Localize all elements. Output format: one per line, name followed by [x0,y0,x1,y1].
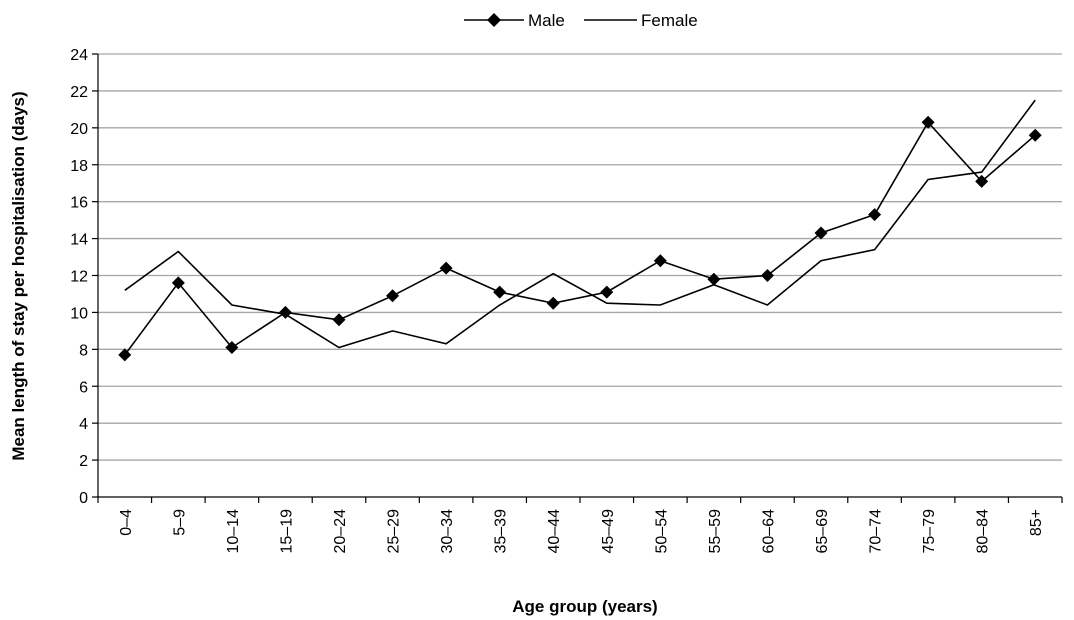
legend-male-label: Male [528,11,565,30]
y-tick-label: 10 [70,305,88,322]
y-tick-label: 2 [79,453,88,470]
x-tick-label: 40–44 [546,509,563,554]
data-point-male [868,208,882,222]
x-tick-label: 80–84 [975,509,992,554]
x-tick-label: 55–59 [707,509,724,554]
x-tick-label: 10–14 [225,509,242,554]
data-point-male [332,313,346,327]
x-tick-label: 45–49 [600,509,617,554]
x-tick-labels: 0–4 5–9 10–14 15–19 20–24 25–29 30–34 35–39 40–4… [97,497,1063,554]
legend: Male Female [464,11,698,30]
data-point-male [493,285,507,299]
y-tick-label: 24 [70,47,88,64]
x-tick-label: 20–24 [332,509,349,554]
x-tick-label: 5–9 [171,509,188,536]
x-tick-label: 85+ [1028,509,1045,536]
data-point-male [653,254,667,268]
y-tick-label: 16 [70,195,88,212]
y-tick-label: 6 [79,379,88,396]
x-tick-label: 75–79 [921,509,938,554]
y-tick-label: 22 [70,84,88,101]
data-point-male [439,261,453,275]
data-point-male [546,296,560,310]
x-tick-label: 70–74 [868,509,885,554]
data-point-male [1028,128,1042,142]
data-point-male [171,276,185,290]
x-tick-label: 0–4 [118,509,135,536]
y-tick-label: 20 [70,121,88,138]
legend-item-male: Male [464,11,565,30]
data-point-male [975,174,989,188]
series-line-male [124,120,1036,356]
y-tick-label: 4 [79,416,88,433]
x-tick-label: 25–29 [386,509,403,554]
data-point-male [814,226,828,240]
x-tick-label: 15–19 [278,509,295,554]
x-tick-label: 30–34 [439,509,456,554]
y-tick-label: 18 [70,158,88,175]
series-layer [118,99,1042,362]
y-tick-label: 12 [70,269,88,286]
data-point-male [600,285,614,299]
data-point-male [118,348,132,362]
data-point-male [386,289,400,303]
x-tick-label: 60–64 [760,509,777,554]
data-point-male [225,340,239,354]
y-axis-title: Mean length of stay per hospitalisation … [9,91,28,460]
series-line-female [124,99,1036,349]
x-tick-label: 65–69 [814,509,831,554]
legend-female-label: Female [641,11,698,30]
x-tick-label: 50–54 [653,509,670,554]
data-point-male [760,269,774,282]
x-tick-label: 35–39 [493,509,510,554]
data-point-male [707,272,721,286]
gridlines [98,53,1062,461]
y-tick-label: 14 [70,232,88,249]
legend-item-female: Female [584,11,698,30]
data-point-male [921,115,935,129]
legend-male-diamond-icon [487,13,501,27]
y-tick-label: 8 [79,342,88,359]
y-tick-label: 0 [79,490,88,507]
x-axis-title: Age group (years) [512,597,657,616]
